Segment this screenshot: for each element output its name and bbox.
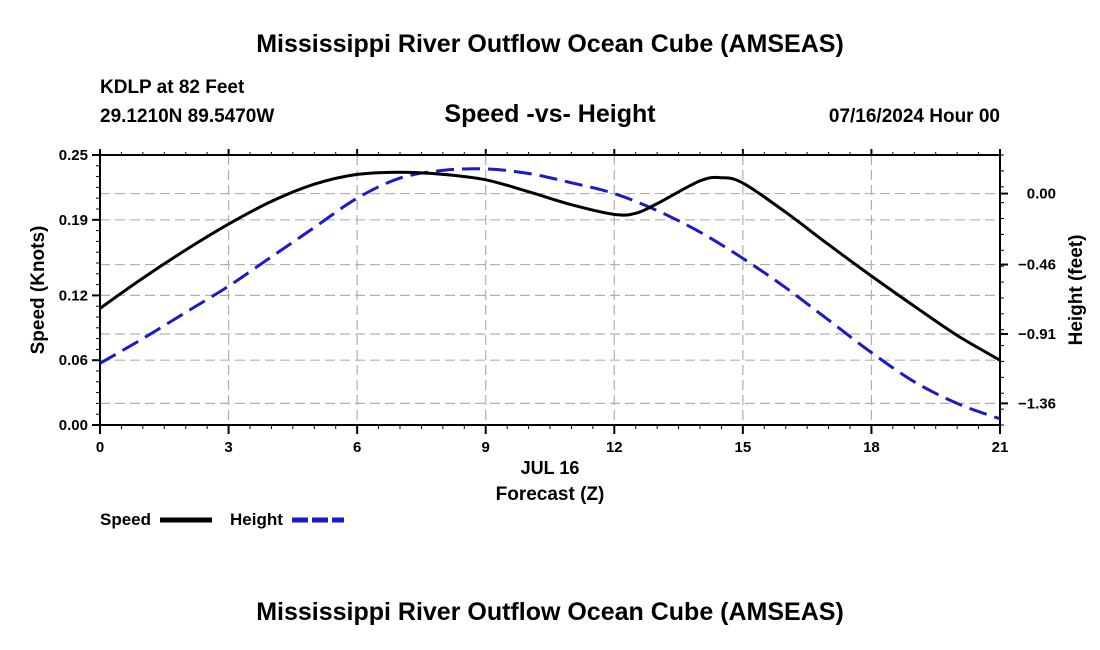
x-tick-label: 12 bbox=[606, 439, 623, 456]
x-tick-label: 21 bbox=[992, 439, 1009, 456]
legend: Speed Height bbox=[100, 510, 344, 529]
main-title: Mississippi River Outflow Ocean Cube (AM… bbox=[256, 30, 844, 58]
grid bbox=[100, 155, 1000, 425]
station-label: KDLP at 82 Feet bbox=[100, 77, 245, 98]
y-tick-label: 0.25 bbox=[59, 147, 88, 164]
bottom-title: Mississippi River Outflow Ocean Cube (AM… bbox=[256, 598, 844, 626]
legend-label-speed: Speed bbox=[100, 510, 151, 529]
x-tick-label: 18 bbox=[863, 439, 880, 456]
series bbox=[99, 167, 1001, 421]
y-axis-title: Speed (Knots) bbox=[28, 226, 49, 355]
x-axis-title: Forecast (Z) bbox=[496, 484, 605, 505]
x-tick-label: 6 bbox=[353, 439, 361, 456]
y-tick-label: 0.00 bbox=[59, 417, 88, 434]
y2-axis-title: Height (feet) bbox=[1066, 235, 1087, 346]
series-line-height bbox=[99, 167, 1001, 421]
y2-tick-label: −1.36 bbox=[1018, 395, 1056, 412]
coordinates-label: 29.1210N 89.5470W bbox=[100, 106, 275, 127]
y2-tick-label: −0.46 bbox=[1018, 257, 1056, 274]
y2-tick-label: −0.91 bbox=[1018, 326, 1056, 343]
tick-labels: 0 3 6 9 12 15 18 21 0.00 0.06 0.12 0.19 0.25 0.00 −0.4… bbox=[59, 147, 1056, 456]
chart-subtitle: Speed -vs- Height bbox=[444, 100, 656, 128]
y-tick-label: 0.06 bbox=[59, 352, 88, 369]
x-date-label: JUL 16 bbox=[521, 458, 580, 478]
axis-ticks bbox=[92, 149, 1008, 434]
series-line-speed bbox=[99, 170, 1001, 362]
x-tick-label: 9 bbox=[482, 439, 490, 456]
x-tick-label: 3 bbox=[224, 439, 232, 456]
legend-label-height: Height bbox=[230, 510, 283, 529]
x-tick-label: 0 bbox=[96, 439, 104, 456]
y2-tick-label: 0.00 bbox=[1027, 186, 1056, 203]
x-tick-label: 15 bbox=[735, 439, 752, 456]
forecast-datetime: 07/16/2024 Hour 00 bbox=[828, 106, 1000, 127]
plot-frame bbox=[99, 154, 1001, 426]
y-tick-label: 0.12 bbox=[59, 287, 88, 304]
y-tick-label: 0.19 bbox=[59, 212, 88, 229]
